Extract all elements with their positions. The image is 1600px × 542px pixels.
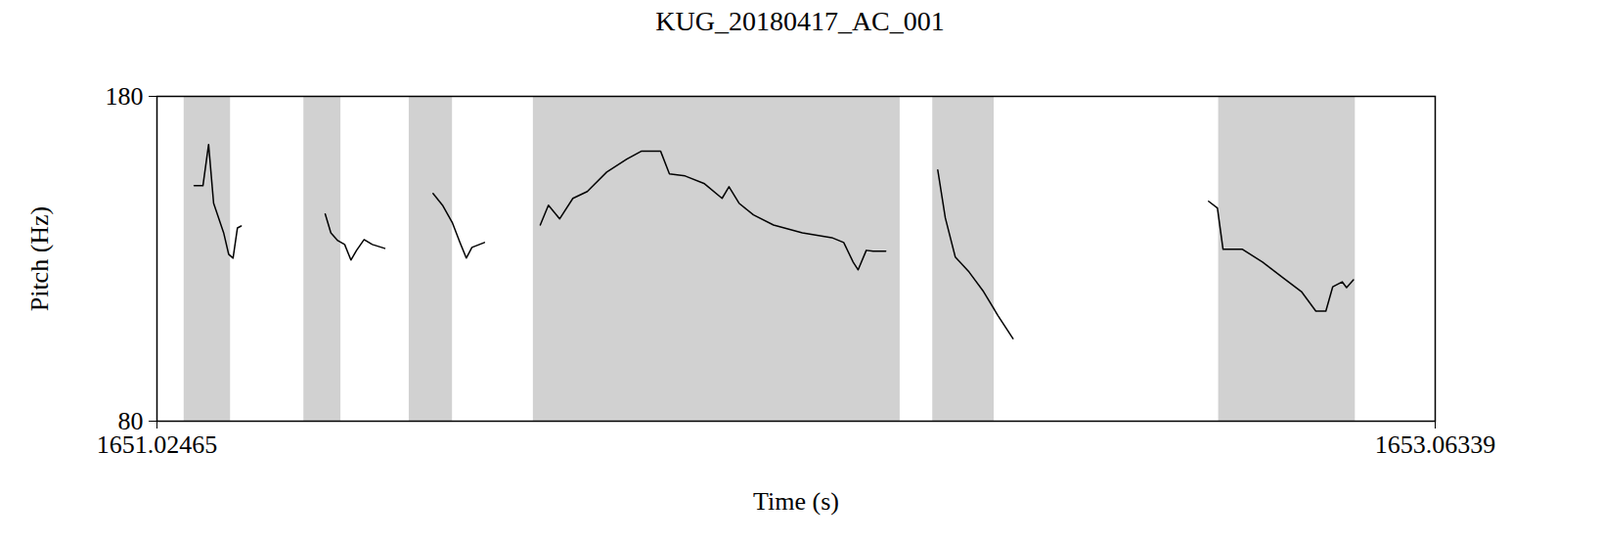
- svg-text:1653.06339: 1653.06339: [1375, 430, 1497, 459]
- svg-text:Time (s): Time (s): [753, 487, 840, 516]
- svg-text:80: 80: [117, 406, 144, 436]
- html-text:KUG_20180417_AC_001: KUG_20180417_AC_001: [655, 5, 945, 37]
- svg-text:180: 180: [105, 82, 144, 111]
- svg-text:1651.02465: 1651.02465: [96, 430, 219, 459]
- svg-text:Pitch (Hz): Pitch (Hz): [25, 206, 54, 312]
